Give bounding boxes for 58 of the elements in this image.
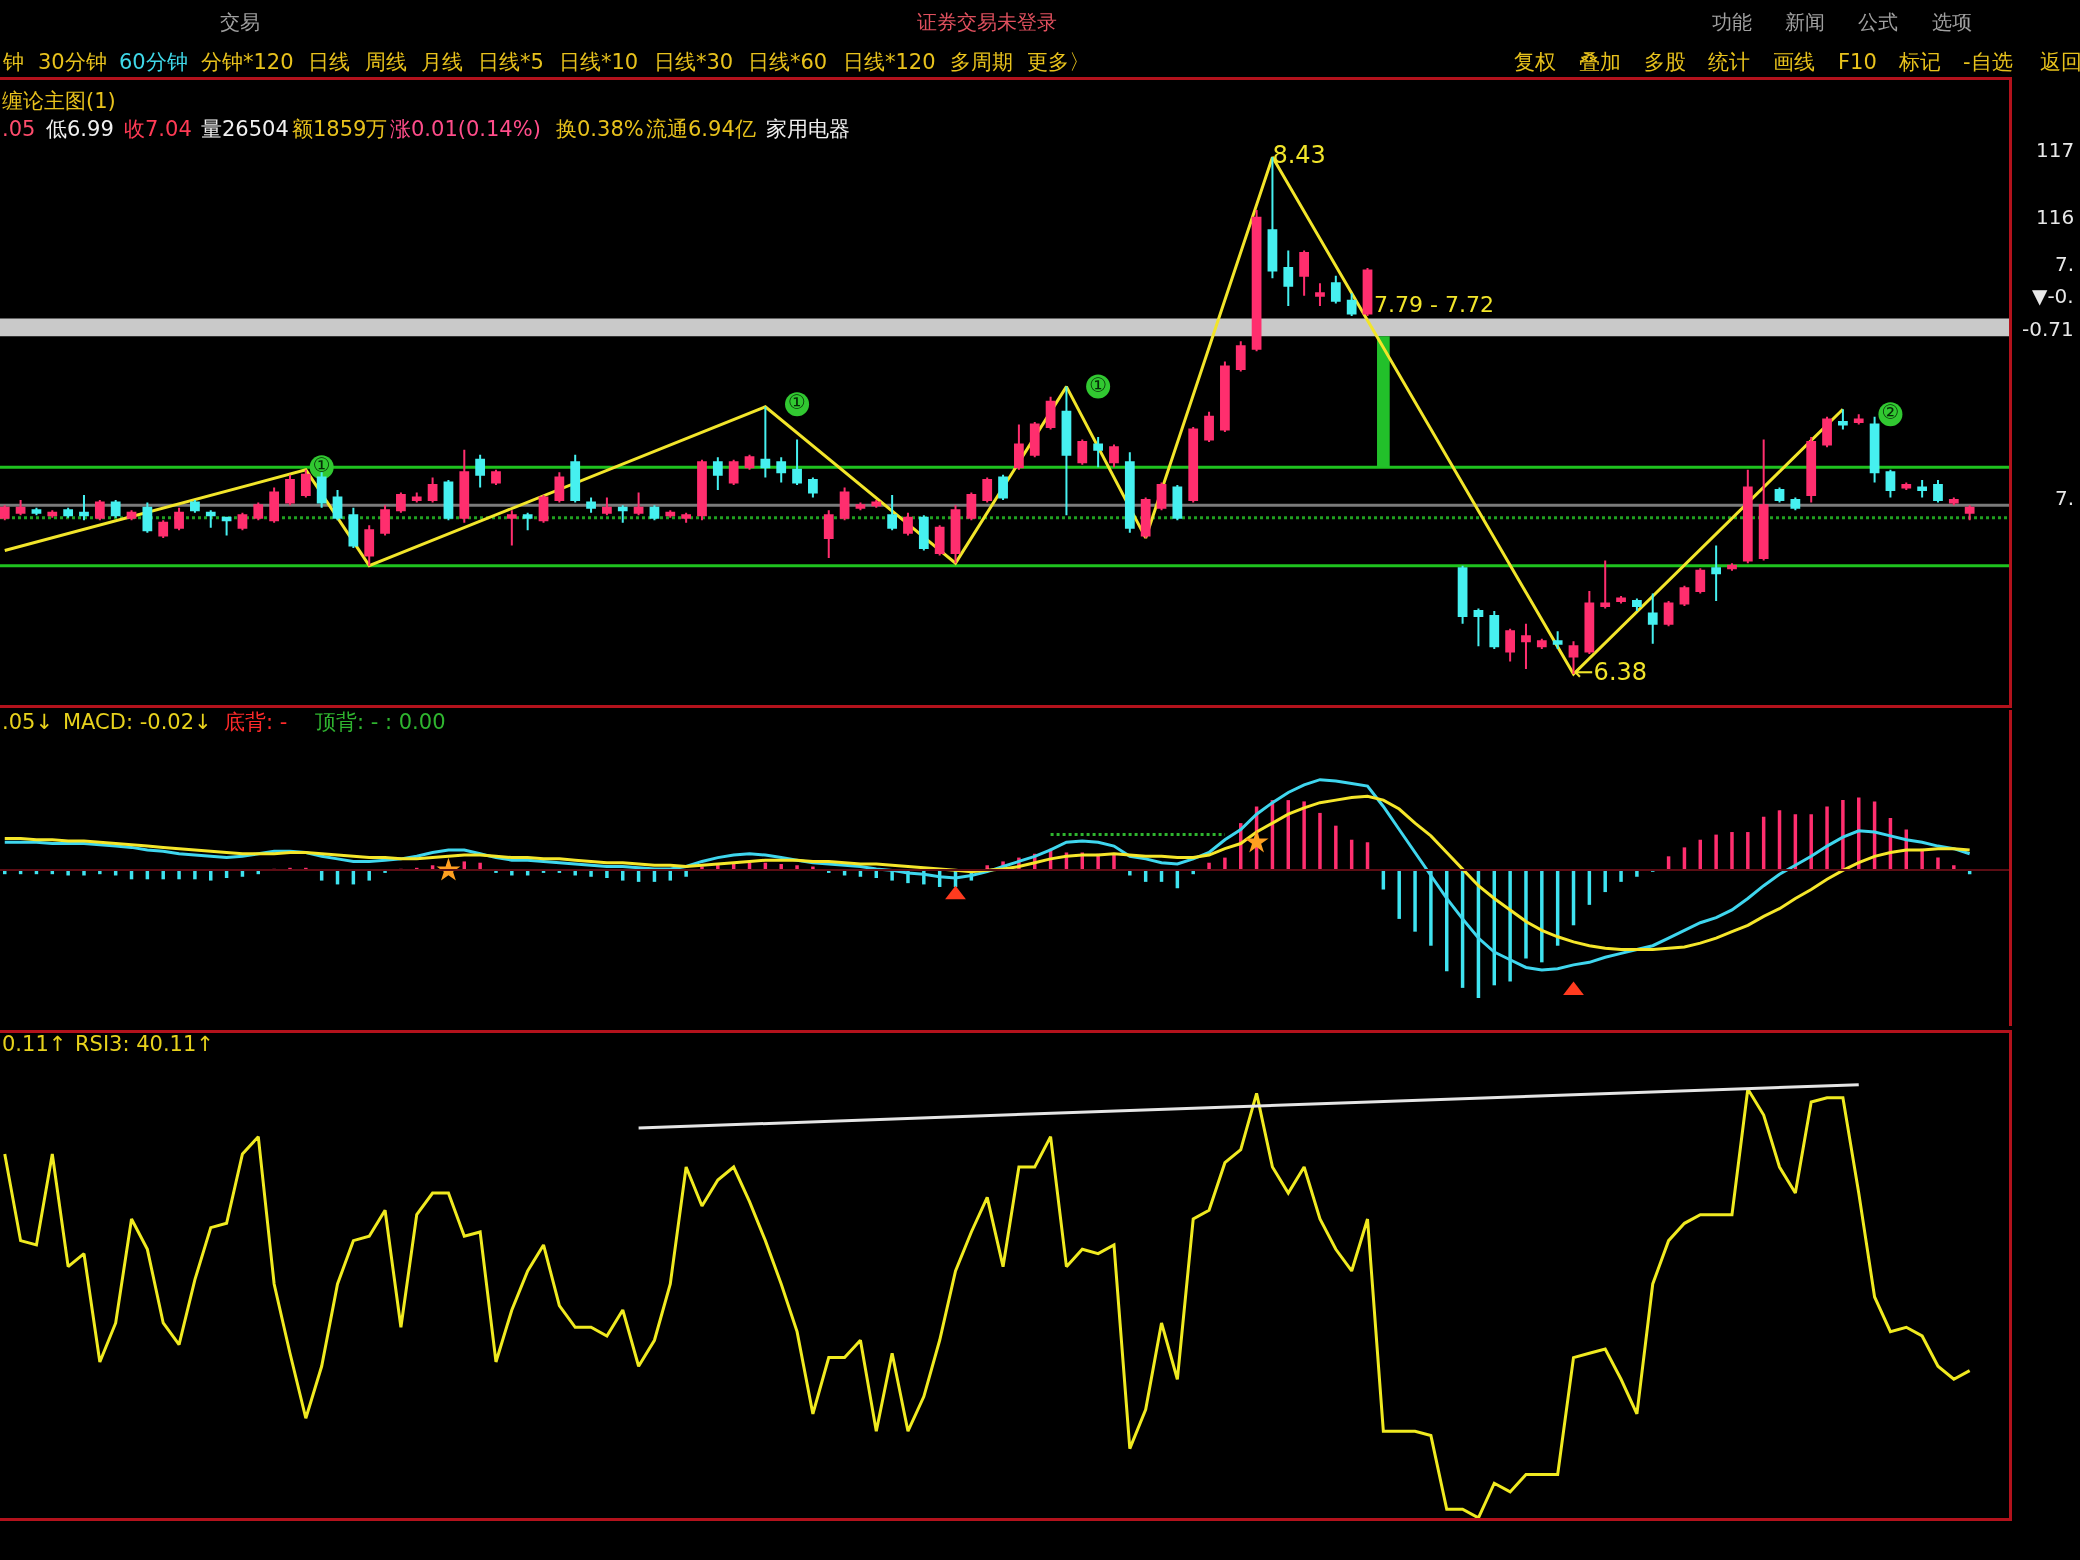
data-label: 8.43 xyxy=(1272,141,1326,170)
text: 周线 xyxy=(365,50,407,74)
band-label: 7.79 - 7.72 xyxy=(1374,292,1494,317)
text: -0.71 xyxy=(2022,317,2074,341)
text: 新闻 xyxy=(1785,10,1825,34)
text: 日线*120 xyxy=(843,50,936,74)
text: 功能 xyxy=(1712,10,1752,34)
text: 画线 xyxy=(1773,50,1815,74)
text: 钟 xyxy=(2,50,24,74)
text: F10 xyxy=(1838,50,1877,74)
text: 顶背: - : 0.00 xyxy=(315,710,446,734)
text: 流通6.94亿 xyxy=(646,117,756,141)
text: 更多〉 xyxy=(1027,50,1090,74)
text: 公式 xyxy=(1858,10,1898,34)
text: 统计 xyxy=(1708,50,1750,74)
chart-title: 缠论主图(1) xyxy=(2,89,116,113)
text: 返回 xyxy=(2040,50,2080,74)
text: RSI3: 40.11↑ xyxy=(75,1032,214,1056)
text: -自选 xyxy=(1963,50,2013,74)
data-label: ② xyxy=(1881,400,1900,425)
text: 叠加 xyxy=(1579,50,1621,74)
text: 换0.38% xyxy=(556,117,644,141)
data-label: ① xyxy=(788,390,807,415)
text: 0.11↑ xyxy=(2,1032,67,1056)
text: 月线 xyxy=(421,50,463,74)
text: 量26504 xyxy=(201,117,289,141)
text: 家用电器 xyxy=(766,117,850,141)
text: 日线*10 xyxy=(559,50,639,74)
data-label: ←6.38 xyxy=(1573,658,1648,687)
text: 选项 xyxy=(1932,10,1972,34)
text: .05 xyxy=(2,117,36,141)
data-label: ① xyxy=(312,453,331,478)
text: 60分钟 xyxy=(119,50,188,74)
text: 116 xyxy=(2036,205,2075,229)
text: 证券交易未登录 xyxy=(917,10,1057,34)
text: 分钟*120 xyxy=(201,50,294,74)
text: 低6.99 xyxy=(46,117,114,141)
data-label: ① xyxy=(1089,372,1108,397)
text: 多周期 xyxy=(950,50,1013,74)
text: 涨0.01(0.14%) xyxy=(390,117,541,141)
text: ▼-0. xyxy=(2032,284,2074,308)
text: 额1859万 xyxy=(292,117,388,141)
text: 日线*60 xyxy=(748,50,828,74)
text: 日线 xyxy=(308,50,350,74)
text: 日线*5 xyxy=(478,50,544,74)
text: 7. xyxy=(2055,252,2075,276)
text: 底背: - xyxy=(224,710,288,734)
text: 117 xyxy=(2036,138,2075,162)
text: 30分钟 xyxy=(38,50,107,74)
text: 交易 xyxy=(220,10,260,34)
text: 7. xyxy=(2055,486,2075,510)
text: 多股 xyxy=(1644,50,1686,74)
text: 复权 xyxy=(1514,50,1556,74)
text: 日线*30 xyxy=(654,50,734,74)
text: .05↓ xyxy=(2,710,53,734)
text: MACD: -0.02↓ xyxy=(63,710,212,734)
text: 标记 xyxy=(1898,50,1941,74)
text: 收7.04 xyxy=(124,117,192,141)
